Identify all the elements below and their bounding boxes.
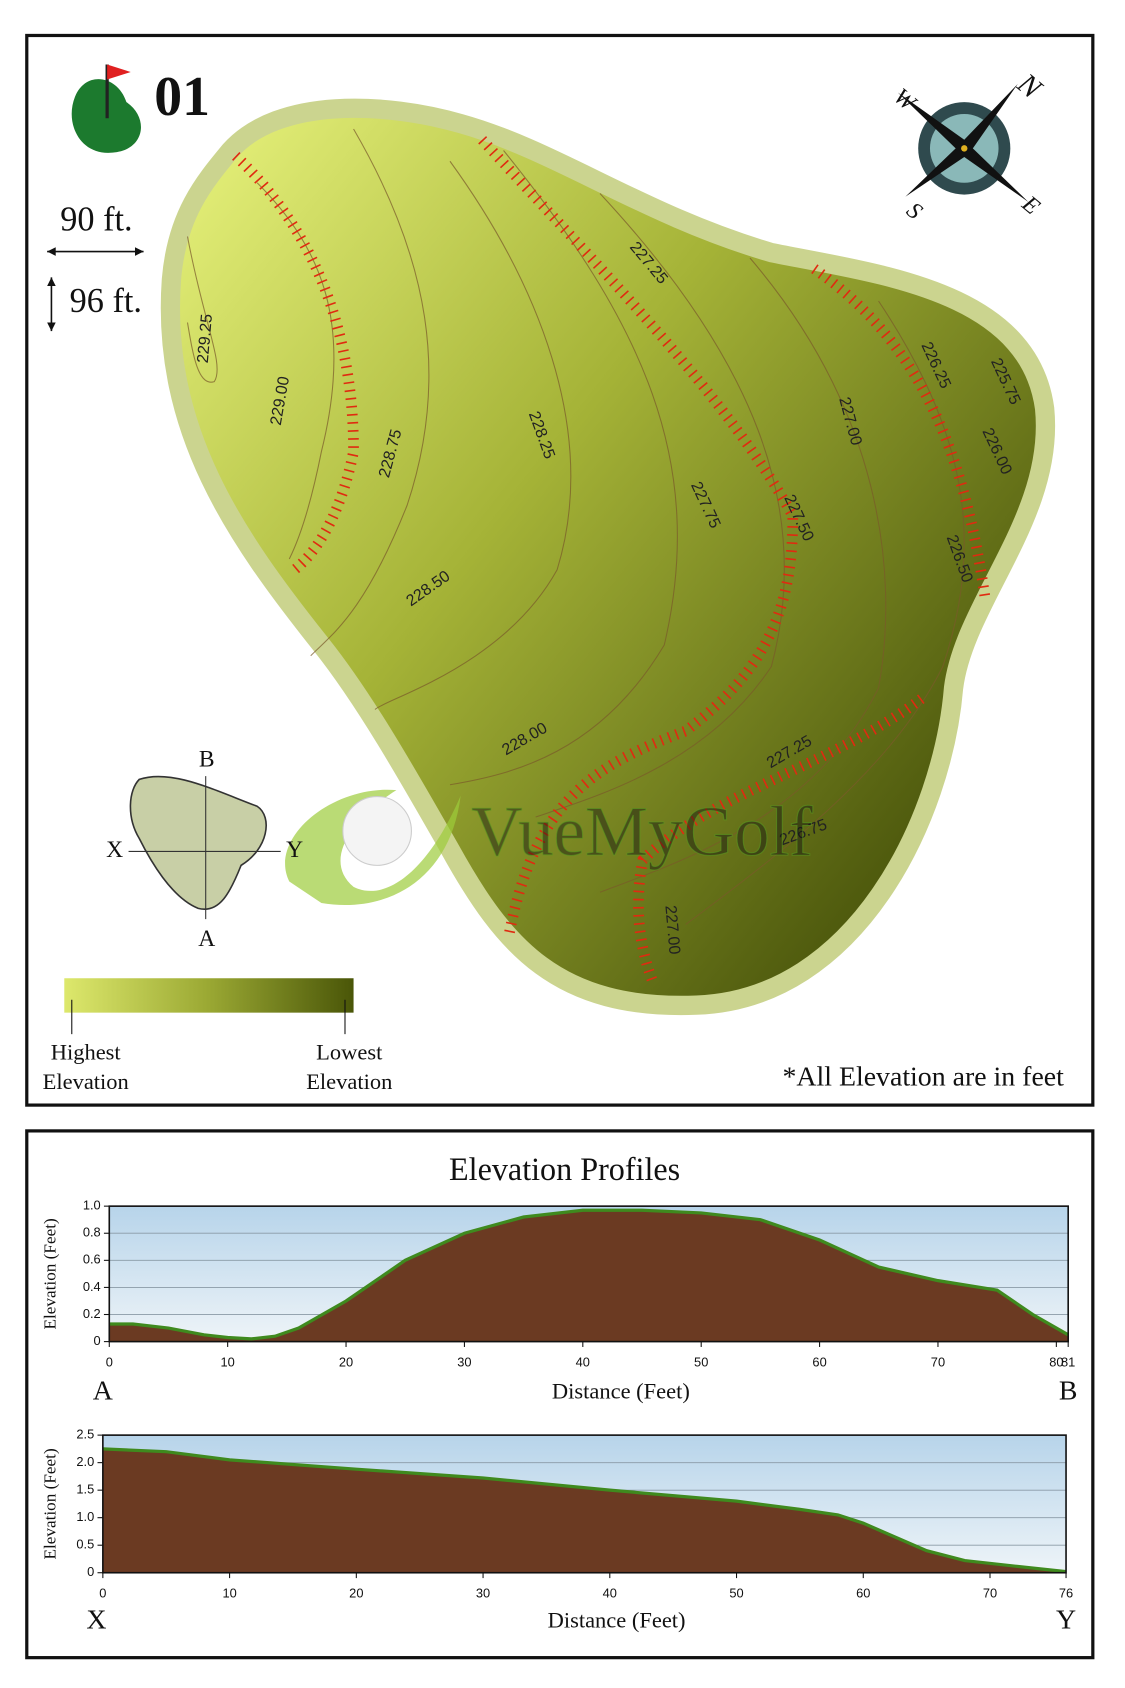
x-tick-label: 60 [812,1354,826,1369]
section-y: Y [286,837,303,863]
scale-y: 96 ft. [70,282,142,320]
content: 01 90 ft. 96 ft. N E S W 229.25229.00228… [25,33,1095,1660]
x-axis-label: Distance (Feet) [548,1607,686,1632]
contour-lines [186,128,965,925]
x-tick-label: 20 [349,1586,363,1601]
compass-n: N [1010,66,1049,106]
y-tick-label: 0.4 [83,1279,101,1294]
profile-area [109,1210,1069,1342]
plot-frame [102,1434,1067,1574]
profile-line [102,1447,1067,1574]
y-tick-label: 0.2 [83,1306,101,1321]
x-tick-label: 30 [457,1354,471,1369]
y-tick-label: 2.0 [76,1454,94,1469]
x-tick-label: 50 [694,1354,708,1369]
green-shape [160,98,1056,1016]
profile-area [102,1448,1067,1573]
contour-line [449,150,678,786]
x-tick-label: 76 [1059,1586,1073,1601]
x-tick-label: 0 [106,1354,113,1369]
scale-x: 90 ft. [60,200,132,238]
x-tick-label: 70 [983,1586,997,1601]
x-tick-label: 80 [1049,1354,1063,1369]
section-x: X [106,837,123,863]
compass-s: S [901,197,927,225]
y-tick-label: 1.5 [76,1482,94,1497]
profile-line [109,1208,1069,1341]
contour-line [685,300,965,925]
start-label: X [86,1605,106,1636]
x-tick-label: 40 [576,1354,590,1369]
end-label: Y [1056,1605,1076,1636]
y-axis-label: Elevation (Feet) [40,1448,59,1559]
x-axis-label: Distance (Feet) [552,1378,690,1403]
y-tick-label: 1.0 [83,1198,101,1213]
contour-line [599,257,887,893]
x-tick-label: 81 [1061,1354,1075,1369]
profiles-title: Elevation Profiles [449,1151,680,1187]
legend-low: Lowest [316,1040,383,1065]
watermark-ball [342,796,412,866]
y-tick-label: 0 [87,1564,94,1579]
contour-line [535,193,785,818]
x-tick-label: 40 [603,1586,617,1601]
plot-frame [108,1205,1069,1343]
legend-high: Highest [51,1040,122,1065]
y-tick-label: 0.8 [83,1225,101,1240]
x-tick-label: 30 [476,1586,490,1601]
profile-frame [25,1129,1095,1660]
watermark: VueMyGolf [471,793,813,871]
flag [107,64,131,80]
elevation-note: *All Elevation are in feet [782,1062,1064,1093]
watermark-swoosh [285,789,461,905]
x-tick-label: 50 [729,1586,743,1601]
map-frame [25,33,1095,1107]
hole-number: 01 [154,66,210,128]
contour-line [256,182,335,560]
legend-low: Elevation [306,1069,392,1094]
x-tick-label: 10 [222,1586,236,1601]
y-tick-label: 0.5 [76,1537,94,1552]
contour-label: 227.00 [661,904,683,955]
y-tick-label: 2.5 [76,1427,94,1442]
x-tick-label: 60 [856,1586,870,1601]
section-icon [129,775,267,911]
y-tick-label: 1.0 [76,1509,94,1524]
y-tick-label: 0.6 [83,1252,101,1267]
start-label: A [93,1376,113,1407]
compass-star [897,83,1029,203]
section-a: A [198,926,215,952]
elevation-legend-bar [64,978,354,1013]
contour-line [310,128,430,657]
contour-line [374,160,572,710]
compass-center [961,145,968,152]
x-tick-label: 0 [99,1586,106,1601]
y-axis-label: Elevation (Feet) [40,1218,59,1329]
contour-line [186,236,218,383]
compass [897,83,1029,203]
x-tick-label: 20 [339,1354,353,1369]
compass-w: W [888,83,922,117]
section-b: B [199,746,215,772]
x-tick-label: 10 [221,1354,235,1369]
contour-label: 229.25 [194,313,216,364]
end-label: B [1059,1376,1078,1407]
legend-high: Elevation [43,1069,129,1094]
y-tick-label: 0 [94,1333,101,1348]
x-tick-label: 70 [931,1354,945,1369]
